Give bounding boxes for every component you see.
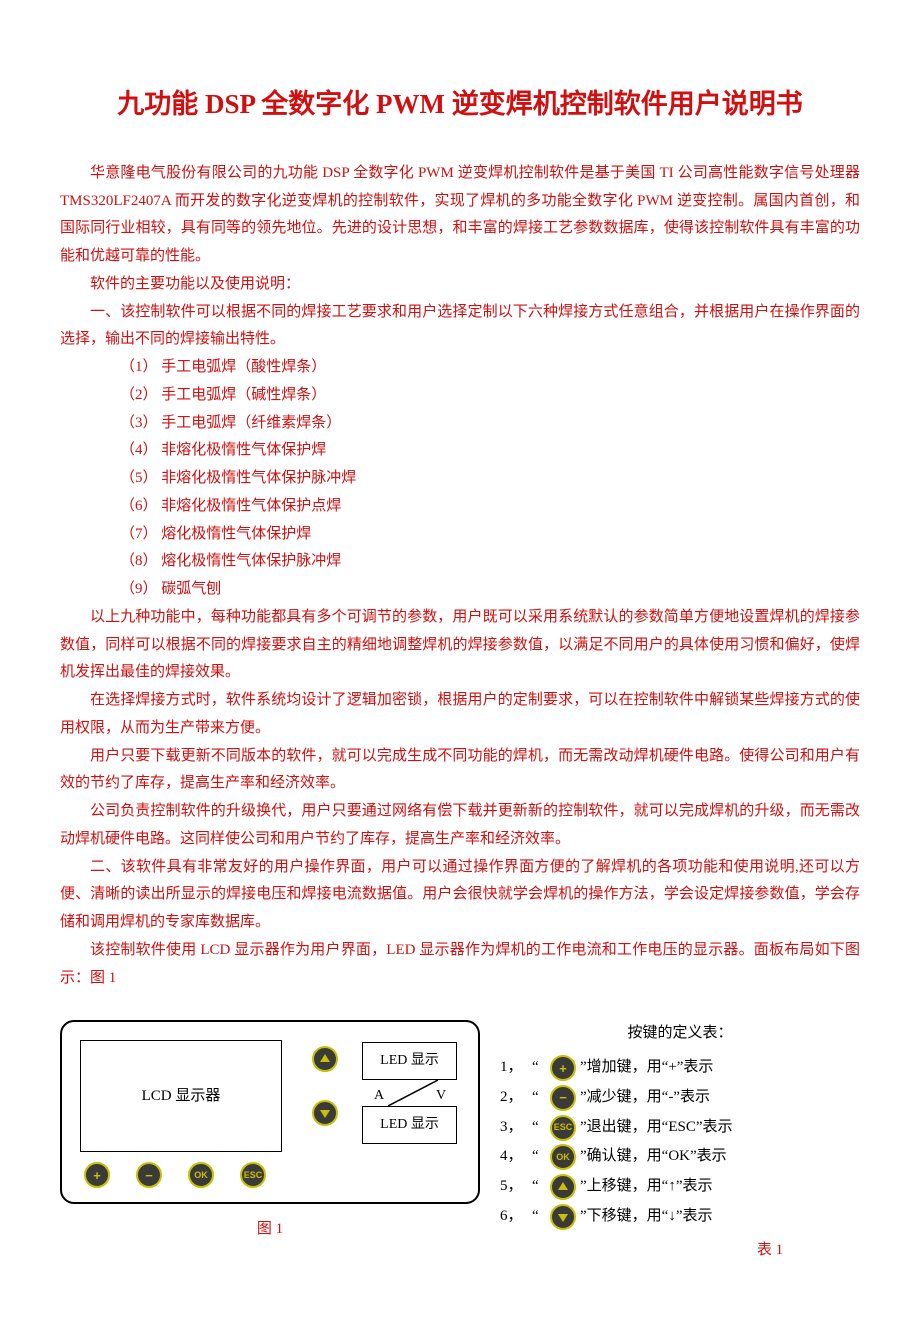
led-display-top: LED 显示 bbox=[362, 1042, 457, 1080]
paragraph-features-head: 软件的主要功能以及使用说明： bbox=[60, 271, 860, 299]
esc-button[interactable]: ESC bbox=[240, 1162, 266, 1188]
key-number: 2， bbox=[500, 1084, 528, 1112]
minus-button[interactable]: − bbox=[136, 1162, 162, 1188]
key-definition-table: 按键的定义表： 1， “ + ”增加键，用“+”表示 2， “ − ”减少键，用… bbox=[500, 1020, 860, 1264]
page-title: 九功能 DSP 全数字化 PWM 逆变焊机控制软件用户说明书 bbox=[60, 80, 860, 130]
list-item: （2） 手工电弧焊（碱性焊条） bbox=[60, 382, 860, 410]
ok-icon: OK bbox=[550, 1144, 576, 1170]
paragraph-section-1: 一、该控制软件可以根据不同的焊接工艺要求和用户选择定制以下六种焊接方式任意组合，… bbox=[60, 299, 860, 355]
down-arrow-button[interactable] bbox=[312, 1100, 338, 1126]
key-desc: ”退出键，用“ESC”表示 bbox=[580, 1114, 860, 1142]
ok-button[interactable]: OK bbox=[188, 1162, 214, 1188]
quote-open: “ bbox=[532, 1143, 546, 1171]
paragraph-5: 在选择焊接方式时，软件系统均设计了逻辑加密锁，根据用户的定制要求，可以在控制软件… bbox=[60, 687, 860, 743]
list-item: （9） 碳弧气刨 bbox=[60, 576, 860, 604]
paragraph-section-2: 二、该软件具有非常友好的用户操作界面，用户可以通过操作界面方便的了解焊机的各项功… bbox=[60, 854, 860, 937]
list-item: （6） 非熔化极惰性气体保护点焊 bbox=[60, 493, 860, 521]
led-display-bottom: LED 显示 bbox=[362, 1106, 457, 1144]
list-item: （8） 熔化极惰性气体保护脉冲焊 bbox=[60, 548, 860, 576]
list-item: （5） 非熔化极惰性气体保护脉冲焊 bbox=[60, 465, 860, 493]
up-arrow-button[interactable] bbox=[312, 1046, 338, 1072]
arrow-up-icon bbox=[319, 1053, 331, 1065]
lcd-display: LCD 显示器 bbox=[80, 1040, 282, 1152]
paragraph-6: 用户只要下载更新不同版本的软件，就可以完成生成不同功能的焊机，而无需改动焊机硬件… bbox=[60, 743, 860, 799]
key-row: 2， “ − ”减少键，用“-”表示 bbox=[500, 1084, 860, 1112]
arrow-down-icon bbox=[319, 1107, 331, 1119]
key-number: 4， bbox=[500, 1143, 528, 1171]
paragraph-4: 以上九种功能中，每种功能都具有多个可调节的参数，用户既可以采用系统默认的参数简单… bbox=[60, 604, 860, 687]
panel-diagram: LCD 显示器 LED 显示 A V LED 显示 + bbox=[60, 1020, 480, 1204]
down-icon bbox=[550, 1204, 576, 1230]
key-row: 1， “ + ”增加键，用“+”表示 bbox=[500, 1054, 860, 1082]
key-number: 5， bbox=[500, 1173, 528, 1201]
quote-open: “ bbox=[532, 1203, 546, 1231]
arrow-up-icon bbox=[557, 1181, 569, 1193]
quote-open: “ bbox=[532, 1173, 546, 1201]
paragraph-7: 公司负责控制软件的升级换代，用户只要通过网络有偿下载并更新新的控制软件，就可以完… bbox=[60, 798, 860, 854]
key-row: 6， “ ”下移键，用“↓”表示 bbox=[500, 1203, 860, 1231]
arrow-down-icon bbox=[557, 1211, 569, 1223]
key-number: 3， bbox=[500, 1114, 528, 1142]
list-item: （1） 手工电弧焊（酸性焊条） bbox=[60, 354, 860, 382]
key-table-title: 按键的定义表： bbox=[500, 1020, 860, 1048]
label-v: V bbox=[436, 1083, 446, 1109]
quote-open: “ bbox=[532, 1054, 546, 1082]
minus-icon: − bbox=[550, 1085, 576, 1111]
key-desc: ”增加键，用“+”表示 bbox=[580, 1054, 860, 1082]
key-number: 6， bbox=[500, 1203, 528, 1231]
key-row: 5， “ ”上移键，用“↑”表示 bbox=[500, 1173, 860, 1201]
label-a: A bbox=[374, 1083, 384, 1109]
function-list: （1） 手工电弧焊（酸性焊条） （2） 手工电弧焊（碱性焊条） （3） 手工电弧… bbox=[60, 354, 860, 604]
quote-open: “ bbox=[532, 1114, 546, 1142]
key-row: 3， “ ESC ”退出键，用“ESC”表示 bbox=[500, 1114, 860, 1142]
paragraph-9: 该控制软件使用 LCD 显示器作为用户界面，LED 显示器作为焊机的工作电流和工… bbox=[60, 937, 860, 993]
key-desc: ”下移键，用“↓”表示 bbox=[580, 1203, 860, 1231]
list-item: （3） 手工电弧焊（纤维素焊条） bbox=[60, 410, 860, 438]
esc-icon: ESC bbox=[550, 1115, 576, 1141]
key-number: 1， bbox=[500, 1054, 528, 1082]
list-item: （7） 熔化极惰性气体保护焊 bbox=[60, 521, 860, 549]
key-desc: ”确认键，用“OK”表示 bbox=[580, 1143, 860, 1171]
paragraph-intro: 华意隆电气股份有限公司的九功能 DSP 全数字化 PWM 逆变焊机控制软件是基于… bbox=[60, 160, 860, 271]
list-item: （4） 非熔化极惰性气体保护焊 bbox=[60, 437, 860, 465]
table-caption: 表 1 bbox=[500, 1237, 860, 1265]
key-desc: ”减少键，用“-”表示 bbox=[580, 1084, 860, 1112]
quote-open: “ bbox=[532, 1084, 546, 1112]
plus-button[interactable]: + bbox=[84, 1162, 110, 1188]
key-desc: ”上移键，用“↑”表示 bbox=[580, 1173, 860, 1201]
key-row: 4， “ OK ”确认键，用“OK”表示 bbox=[500, 1143, 860, 1171]
av-labels: A V bbox=[362, 1080, 462, 1106]
up-icon bbox=[550, 1174, 576, 1200]
plus-icon: + bbox=[550, 1055, 576, 1081]
figure-caption: 图 1 bbox=[60, 1216, 480, 1244]
